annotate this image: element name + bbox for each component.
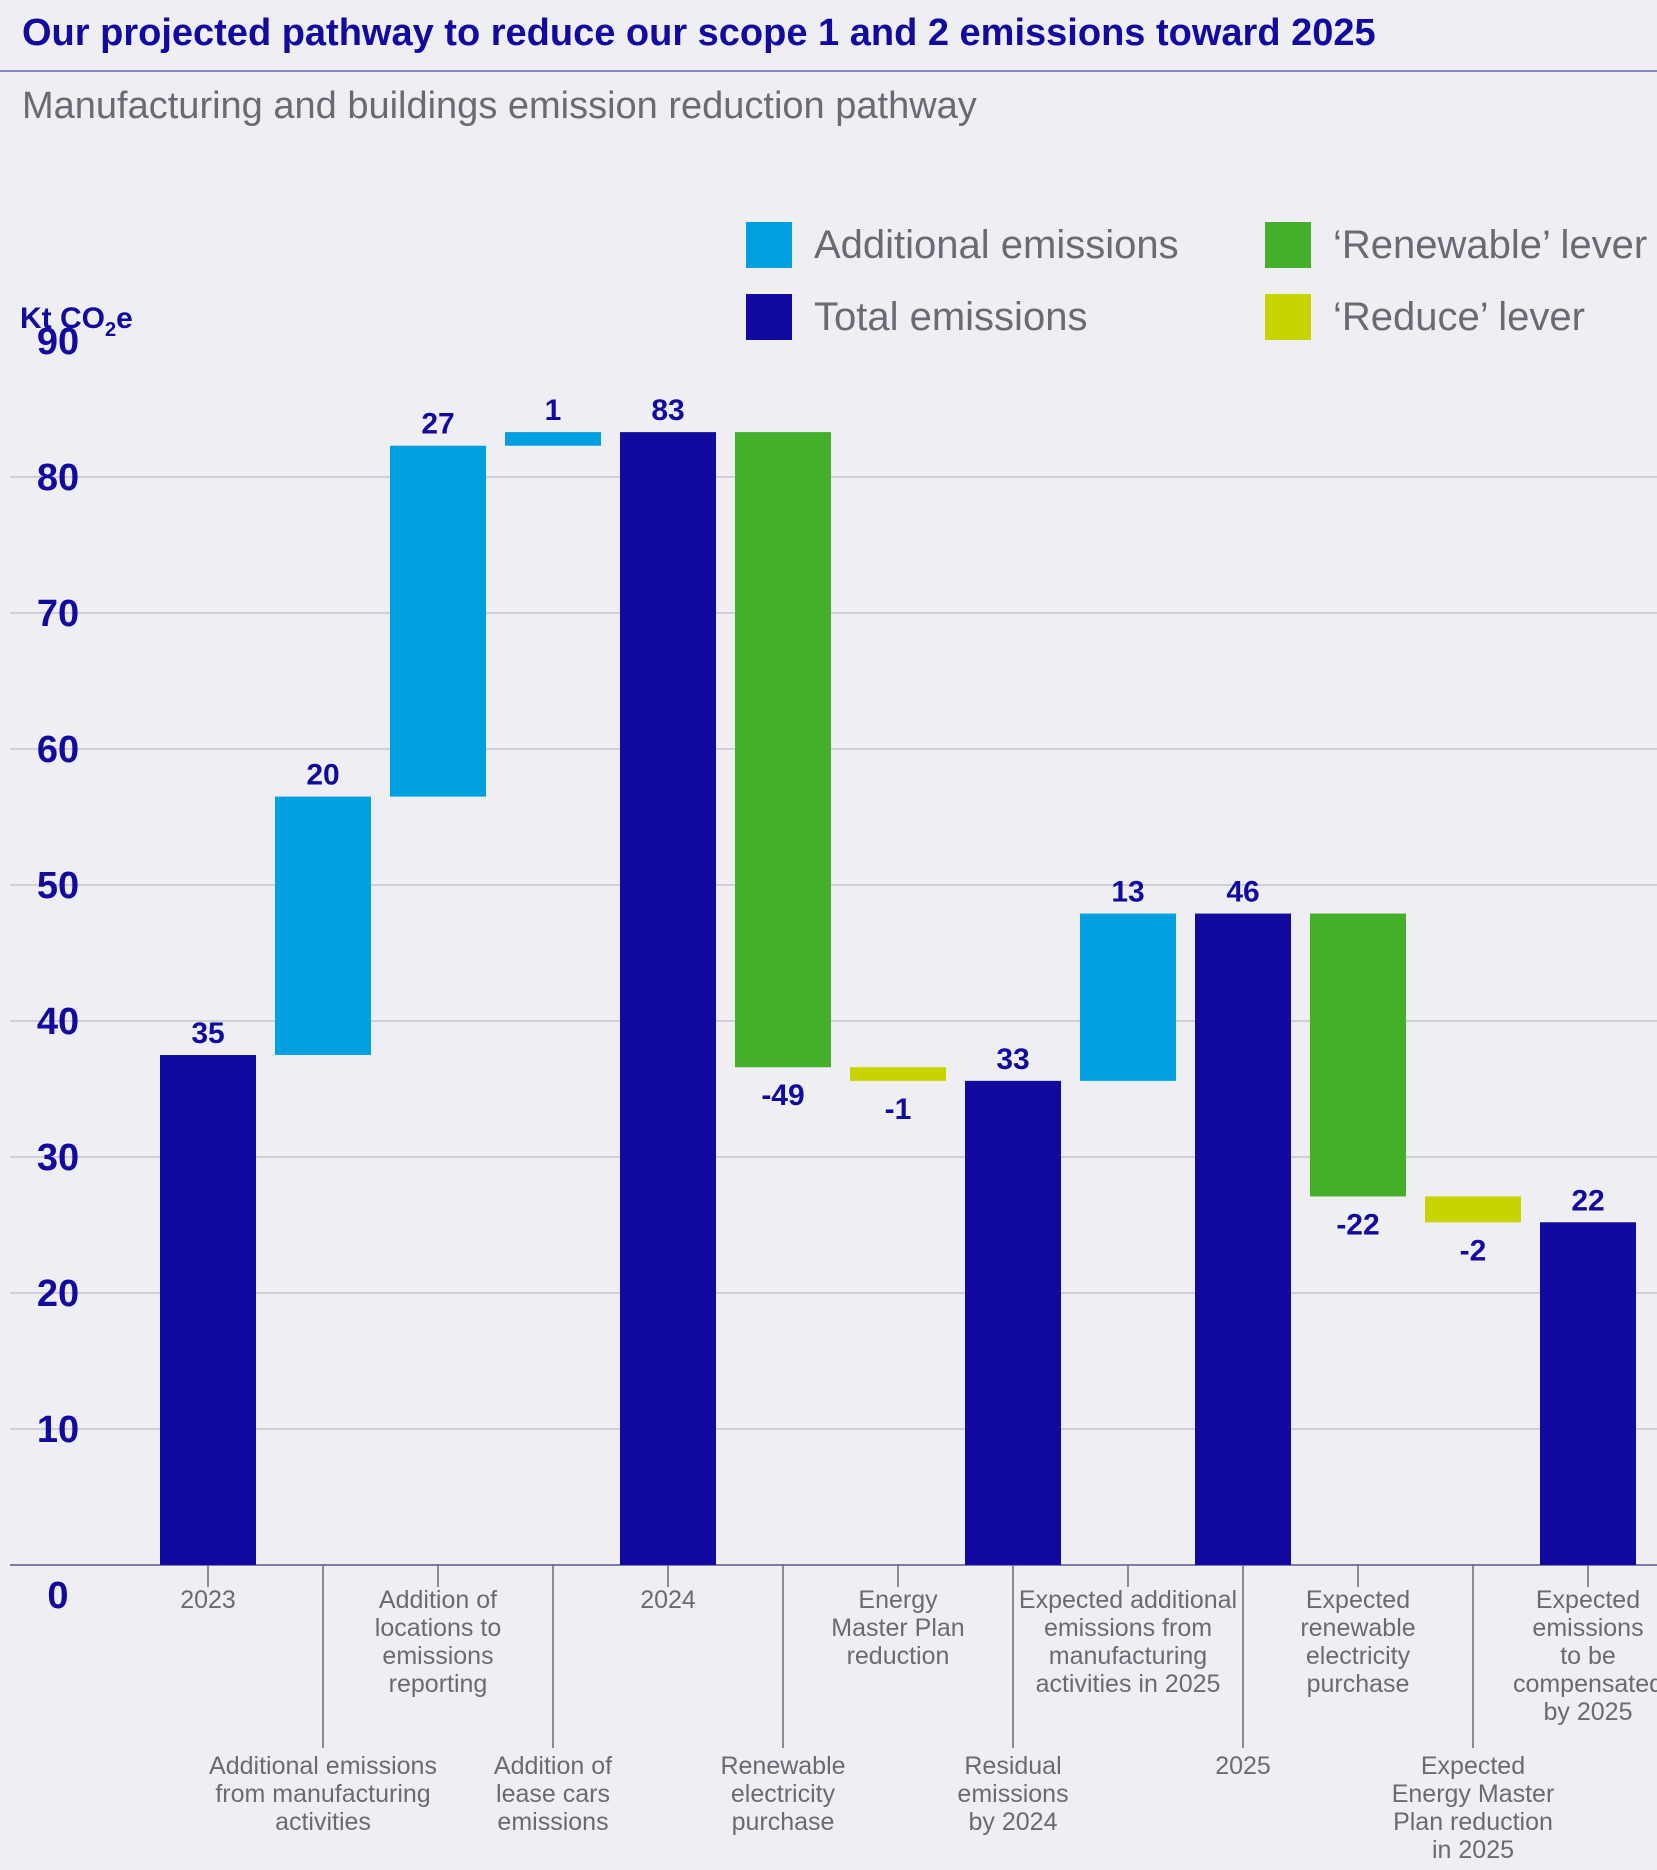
category-label-4: 2024 [640, 1586, 696, 1614]
legend-label-renewable: ‘Renewable’ lever [1333, 222, 1648, 267]
category-label-5: Renewable electricity purchase [720, 1752, 845, 1836]
value-label-12: 22 [1571, 1184, 1604, 1217]
y-tick-label-60: 60 [37, 729, 79, 771]
value-label-11: -2 [1460, 1234, 1487, 1267]
y-tick-label-20: 20 [37, 1273, 79, 1315]
y-tick-label-0: 0 [47, 1575, 68, 1617]
category-label-9: 2025 [1215, 1752, 1271, 1780]
legend-label-total: Total emissions [814, 294, 1088, 339]
y-tick-label-70: 70 [37, 593, 79, 635]
bar-7 [965, 1080, 1061, 1565]
legend-swatch-additional [746, 222, 792, 268]
legend-item-renewable: ‘Renewable’ lever [1265, 222, 1647, 268]
category-label-2: Addition of locations to emissions reportin… [375, 1586, 501, 1698]
bar-3 [505, 432, 601, 446]
legend-item-total: Total emissions [746, 294, 1087, 340]
bar-10 [1310, 913, 1406, 1197]
legend-item-additional: Additional emissions [746, 222, 1179, 268]
legend-item-reduce: ‘Reduce’ lever [1265, 294, 1585, 340]
y-tick-label-10: 10 [37, 1409, 79, 1451]
category-label-1: Additional emissions from manufacturing ac… [209, 1752, 437, 1836]
value-label-5: -49 [761, 1079, 804, 1112]
title-divider [0, 70, 1657, 72]
category-label-10: Expected renewable electricity purchase [1300, 1586, 1415, 1698]
bar-8 [1080, 913, 1176, 1081]
category-label-11: Expected Energy Master Plan reduction in 20… [1392, 1752, 1555, 1864]
value-label-9: 46 [1226, 876, 1259, 909]
value-label-3: 1 [545, 394, 562, 427]
bar-1 [275, 796, 371, 1055]
y-axis-unit-label: Kt CO2e [20, 302, 133, 341]
y-tick-label-90: 90 [37, 321, 79, 363]
y-tick-label-30: 30 [37, 1137, 79, 1179]
bar-9 [1195, 913, 1291, 1565]
value-label-1: 20 [306, 759, 339, 792]
value-label-4: 83 [651, 394, 684, 427]
y-tick-label-50: 50 [37, 865, 79, 907]
value-label-6: -1 [885, 1093, 912, 1126]
legend-swatch-reduce [1265, 294, 1311, 340]
legend-label-additional: Additional emissions [814, 222, 1179, 267]
value-label-0: 35 [191, 1017, 224, 1050]
legend-label-reduce: ‘Reduce’ lever [1333, 294, 1585, 339]
bar-0 [160, 1055, 256, 1565]
bar-4 [620, 432, 716, 1565]
value-label-10: -22 [1336, 1208, 1379, 1241]
bar-2 [390, 445, 486, 797]
y-tick-label-40: 40 [37, 1001, 79, 1043]
bar-12 [1540, 1222, 1636, 1565]
value-label-8: 13 [1111, 876, 1144, 909]
legend-swatch-total [746, 294, 792, 340]
value-label-2: 27 [421, 408, 454, 441]
chart-subtitle: Manufacturing and buildings emission red… [22, 85, 977, 127]
page-title: Our projected pathway to reduce our scop… [22, 12, 1376, 54]
category-label-3: Addition of lease cars emissions [494, 1752, 612, 1836]
legend-swatch-renewable [1265, 222, 1311, 268]
bar-11 [1425, 1196, 1521, 1223]
bar-5 [735, 432, 831, 1068]
category-label-6: Energy Master Plan reduction [831, 1586, 964, 1670]
bar-6 [850, 1067, 946, 1081]
y-tick-label-80: 80 [37, 457, 79, 499]
value-label-7: 33 [996, 1043, 1029, 1076]
category-label-7: Residual emissions by 2024 [957, 1752, 1068, 1836]
category-label-0: 2023 [180, 1586, 236, 1614]
category-label-8: Expected additional emissions from manufac… [1019, 1586, 1237, 1698]
category-label-12: Expected emissions to be compensated by 2025 [1513, 1586, 1657, 1726]
